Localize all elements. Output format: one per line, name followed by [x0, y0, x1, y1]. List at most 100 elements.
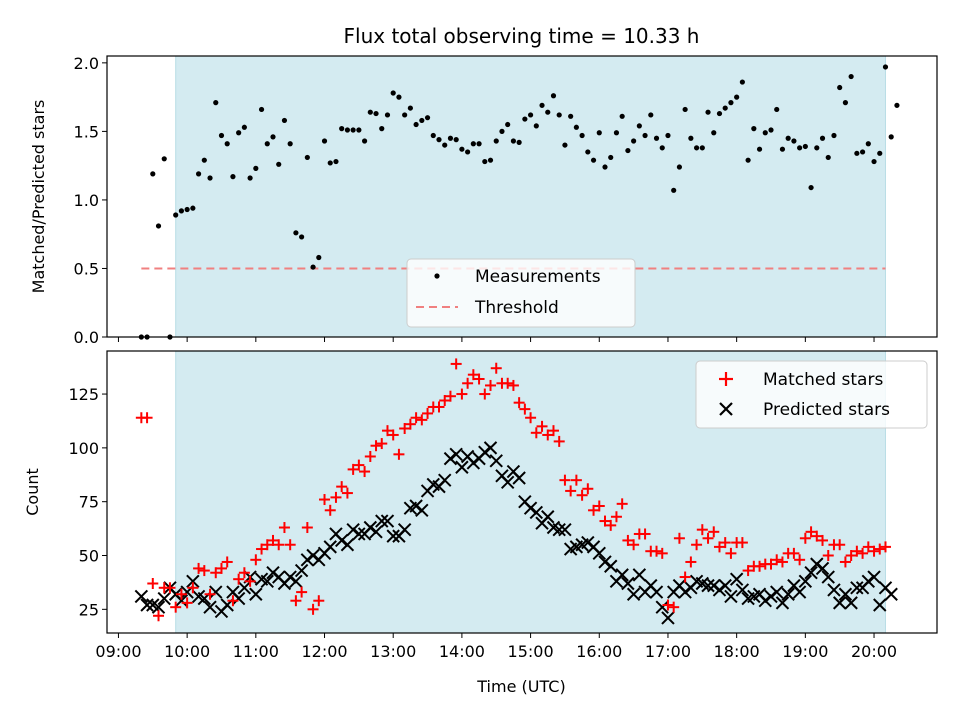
measurement-point: [573, 124, 579, 130]
measurement-point: [293, 230, 299, 236]
measurement-point: [361, 138, 368, 144]
predicted-point: [867, 570, 881, 584]
measurement-point: [825, 154, 831, 161]
predicted-point: [798, 574, 813, 589]
top-y-axis-label: Matched/Predicted stars: [29, 100, 48, 294]
matched-point: [473, 373, 485, 385]
measurement-point: [602, 164, 608, 170]
measurement-point: [539, 102, 545, 108]
predicted-point: [157, 591, 171, 606]
measurement-point: [522, 116, 528, 122]
matched-point: [359, 466, 371, 478]
measurement-point: [711, 130, 717, 136]
measurement-point: [894, 102, 900, 108]
predicted-point: [598, 555, 612, 569]
matched-point: [416, 414, 428, 426]
matched-point: [393, 448, 405, 460]
matched-point: [719, 537, 731, 549]
bottom-y-tick-label: 25: [79, 600, 99, 619]
matched-point: [547, 425, 559, 437]
matched-point: [799, 532, 811, 544]
matched-point: [290, 595, 302, 607]
measurement-point: [716, 110, 723, 117]
matched-point: [576, 489, 588, 501]
x-tick-label: 16:00: [576, 642, 622, 661]
measurement-point: [545, 109, 551, 115]
measurement-point: [379, 126, 385, 132]
matched-point: [319, 494, 331, 506]
matched-point: [605, 519, 617, 531]
matched-point: [553, 435, 565, 447]
legend-predicted-marker: [719, 402, 733, 416]
predicted-point: [455, 460, 469, 474]
measurement-point: [831, 132, 837, 139]
x-tick-label: 17:00: [645, 642, 691, 661]
measurement-point: [842, 100, 849, 106]
matched-point: [713, 541, 725, 553]
matched-point: [244, 575, 256, 587]
matched-point: [857, 547, 869, 559]
x-tick-label: 18:00: [714, 642, 760, 661]
matched-point: [673, 532, 685, 544]
matched-point: [233, 573, 245, 585]
matched-point: [513, 397, 525, 409]
matched-point: [210, 567, 222, 579]
predicted-point: [340, 538, 355, 552]
measurement-point: [619, 113, 625, 119]
predicted-point: [775, 596, 790, 610]
predicted-point: [838, 587, 853, 601]
measurement-point: [533, 123, 539, 129]
chart-title: Flux total observing time = 10.33 h: [344, 24, 700, 48]
matched-point: [215, 562, 227, 574]
matched-point: [273, 539, 285, 551]
measurement-point: [373, 110, 379, 117]
measurement-point: [190, 205, 196, 211]
matched-point: [187, 582, 199, 594]
matched-point: [444, 390, 456, 402]
matched-point: [702, 532, 714, 544]
measurement-point: [321, 138, 328, 144]
predicted-point: [500, 475, 515, 490]
predicted-point: [352, 527, 366, 541]
matched-point: [845, 550, 857, 562]
matched-point: [353, 459, 365, 471]
measurement-point: [693, 145, 700, 151]
matched-point: [256, 543, 268, 555]
predicted-point: [409, 499, 423, 513]
predicted-point: [764, 589, 778, 604]
matched-point: [198, 565, 210, 577]
matched-point: [656, 547, 668, 559]
measurement-point: [785, 135, 791, 141]
predicted-point: [649, 585, 664, 599]
matched-point: [347, 463, 359, 475]
matched-point: [862, 541, 874, 553]
measurement-point: [871, 158, 877, 165]
measurement-point: [848, 73, 854, 80]
bottom-y-axis-label: Count: [23, 468, 42, 516]
predicted-point: [186, 574, 200, 589]
predicted-point: [810, 557, 824, 571]
measurement-point: [774, 106, 780, 113]
predicted-point: [266, 566, 280, 580]
matched-point: [639, 528, 651, 540]
measurement-point: [476, 141, 482, 147]
matched-point: [754, 560, 766, 572]
matched-point: [525, 412, 537, 424]
measurement-point: [419, 117, 425, 124]
measurement-point: [819, 135, 826, 141]
measurement-point: [482, 158, 488, 165]
matched-point: [381, 425, 393, 437]
measurement-point: [201, 157, 207, 163]
matched-point: [485, 379, 497, 391]
measurement-point: [333, 158, 339, 165]
predicted-point: [592, 546, 606, 561]
measurement-point: [585, 149, 591, 155]
top-axes-frame: [106, 55, 938, 338]
predicted-point: [523, 501, 538, 515]
predicted-point: [478, 445, 492, 459]
measurement-point: [739, 79, 745, 85]
measurement-point: [768, 127, 774, 133]
measurement-point: [888, 134, 894, 140]
measurement-point: [596, 130, 602, 136]
